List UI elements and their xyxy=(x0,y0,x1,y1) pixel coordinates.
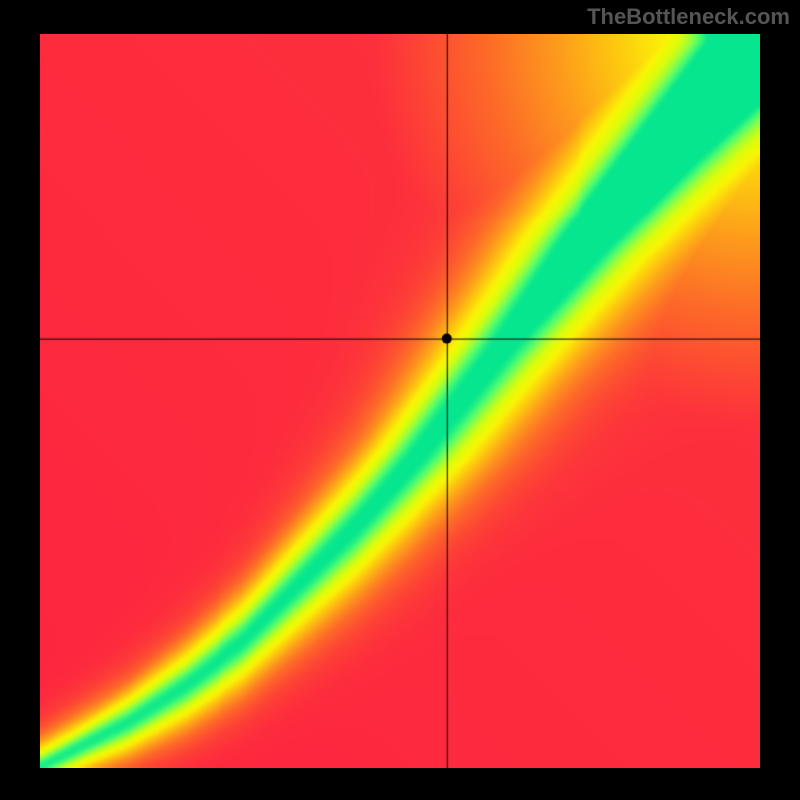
watermark-text: TheBottleneck.com xyxy=(587,4,790,30)
bottleneck-heatmap xyxy=(40,34,760,768)
chart-container: { "meta": { "watermark_text": "TheBottle… xyxy=(0,0,800,800)
